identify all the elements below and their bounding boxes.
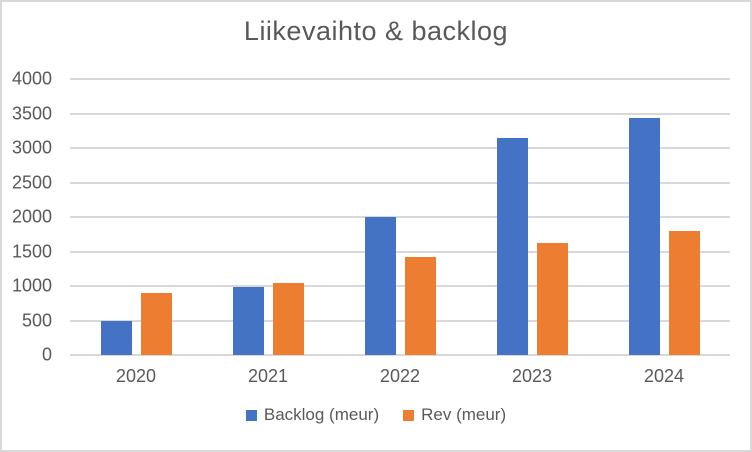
legend-label-backlog-meur: Backlog (meur) [263,405,380,424]
gridline-2000 [70,216,730,218]
bar-backlog-meur-2022 [365,217,396,355]
y-axis-label-2000: 2000 [11,206,52,227]
gridline-1500 [70,250,730,253]
bar-rev-meur-2024 [669,231,700,355]
legend-swatch-icon-backlog-meur [245,409,257,421]
gridline-1000 [70,285,730,287]
y-axis-label-1000: 1000 [11,275,52,296]
bar-backlog-meur-2023 [497,138,528,355]
bar-backlog-meur-2021 [233,287,264,355]
legend-item-rev-meur: Rev (meur) [403,405,506,425]
gridline-2500 [70,181,730,184]
chart-title: Liikevaihto & backlog [243,16,509,46]
bar-rev-meur-2022 [405,257,436,355]
gridline-0 [70,354,730,356]
gridline-500 [70,319,730,322]
legend: Backlog (meur) Rev (meur) [2,405,750,425]
gridline-3500 [70,112,730,115]
bar-backlog-meur-2020 [101,321,132,355]
legend-item-backlog-meur: Backlog (meur) [245,405,380,425]
y-axis-label-4000: 4000 [11,68,52,89]
legend-swatch-icon-rev-meur [403,409,415,421]
y-axis-label-3000: 3000 [11,137,52,158]
x-axis-labels: 2020 2021 2022 2023 2024 [70,366,730,390]
y-axis-label-1500: 1500 [11,241,52,261]
bar-backlog-meur-2024 [629,118,660,355]
bar-rev-meur-2020 [141,293,172,355]
bar-rev-meur-2023 [537,243,568,355]
bar-rev-meur-2021 [273,283,304,355]
x-axis-label-2024: 2024 [643,366,685,386]
y-axis-label-3500: 3500 [11,103,52,123]
x-axis-label-2022: 2022 [379,366,421,386]
plot-area [70,78,730,356]
x-axis-label-2023: 2023 [511,366,553,386]
gridline-3000 [70,147,730,149]
x-axis-label-2021: 2021 [247,366,289,386]
y-axis-label-2500: 2500 [11,172,52,192]
y-axis-labels: 0 500 1000 1500 2000 2500 3000 3500 4000 [2,69,60,365]
y-axis-label-500: 500 [21,310,52,330]
gridline-4000 [70,78,730,80]
x-axis-label-2020: 2020 [115,366,157,386]
y-axis-label-0: 0 [41,344,52,365]
legend-label-rev-meur: Rev (meur) [421,405,507,424]
